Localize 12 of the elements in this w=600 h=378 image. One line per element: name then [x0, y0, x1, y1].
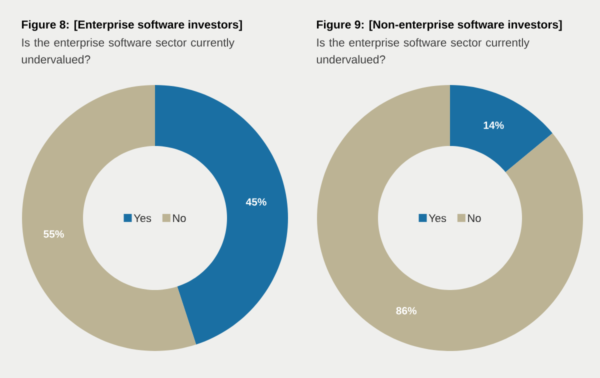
chart-title: Figure 9: [Non-enterprise software investors] — [316, 20, 562, 31]
data-label: 55% — [44, 230, 64, 238]
legend-label: Yes — [428, 214, 446, 222]
chart-subtitle: Is the enterprise software sector currently undervalued? — [22, 38, 234, 64]
legend-label: No — [173, 214, 186, 222]
chart-title: Figure 8: [Enterprise software investors] — [22, 20, 242, 31]
data-label: 86% — [396, 307, 417, 314]
data-label: 45% — [246, 198, 266, 206]
data-label: 14% — [484, 122, 504, 129]
legend-label: Yes — [134, 214, 152, 222]
chart-subtitle: Is the enterprise software sector currently undervalued? — [316, 38, 530, 64]
legend-label: No — [468, 214, 481, 222]
